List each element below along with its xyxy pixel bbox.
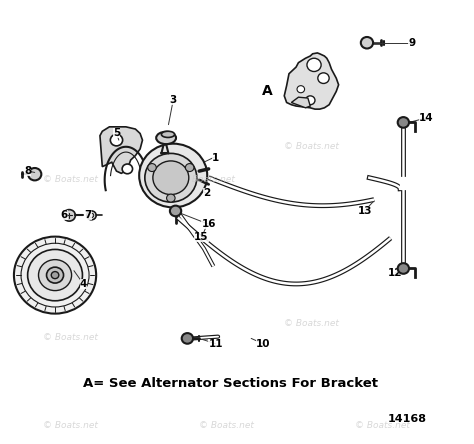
Text: © Boats.net: © Boats.net <box>180 175 235 184</box>
Text: A= See Alternator Sections For Bracket: A= See Alternator Sections For Bracket <box>83 377 378 390</box>
Text: 1: 1 <box>212 153 219 163</box>
Text: 14: 14 <box>419 113 433 123</box>
Text: © Boats.net: © Boats.net <box>284 319 339 328</box>
Text: 16: 16 <box>201 219 216 229</box>
Circle shape <box>306 96 315 105</box>
Circle shape <box>51 272 59 279</box>
Text: 11: 11 <box>209 339 223 349</box>
Text: 7: 7 <box>84 210 92 220</box>
Polygon shape <box>284 53 338 109</box>
Text: 10: 10 <box>256 339 270 349</box>
Circle shape <box>318 73 329 83</box>
Circle shape <box>398 263 409 274</box>
Text: 2: 2 <box>203 188 210 198</box>
Text: © Boats.net: © Boats.net <box>43 333 98 341</box>
Text: 9: 9 <box>408 38 415 48</box>
Circle shape <box>182 333 193 344</box>
Circle shape <box>28 168 41 180</box>
Circle shape <box>145 153 197 202</box>
Circle shape <box>63 210 75 221</box>
Circle shape <box>398 117 409 128</box>
Ellipse shape <box>156 132 176 144</box>
Text: © Boats.net: © Boats.net <box>199 421 254 430</box>
Circle shape <box>166 194 175 202</box>
Polygon shape <box>100 127 143 173</box>
Circle shape <box>297 86 305 93</box>
Polygon shape <box>292 97 310 108</box>
Text: 3: 3 <box>170 95 177 105</box>
Text: © Boats.net: © Boats.net <box>43 175 98 184</box>
Circle shape <box>27 250 82 301</box>
Text: 13: 13 <box>357 206 372 216</box>
Text: A: A <box>262 84 273 99</box>
Text: 6: 6 <box>61 210 68 220</box>
Circle shape <box>38 260 72 291</box>
Text: 4: 4 <box>80 279 87 289</box>
Text: 8: 8 <box>24 166 31 176</box>
Ellipse shape <box>161 131 174 138</box>
Text: © Boats.net: © Boats.net <box>284 142 339 151</box>
Circle shape <box>170 206 181 216</box>
Text: 12: 12 <box>388 268 402 278</box>
Circle shape <box>307 58 321 71</box>
Text: © Boats.net: © Boats.net <box>43 421 98 430</box>
Circle shape <box>14 237 96 313</box>
Circle shape <box>110 135 123 146</box>
Circle shape <box>46 267 64 283</box>
Text: © Boats.net: © Boats.net <box>355 421 410 430</box>
Circle shape <box>87 211 96 220</box>
Circle shape <box>89 213 94 218</box>
Text: 5: 5 <box>113 128 120 139</box>
Text: 14168: 14168 <box>388 414 427 424</box>
Circle shape <box>139 144 207 207</box>
Text: 15: 15 <box>194 233 209 242</box>
Circle shape <box>148 163 156 171</box>
Circle shape <box>361 37 373 48</box>
Circle shape <box>185 163 194 171</box>
Circle shape <box>153 161 189 194</box>
Circle shape <box>122 164 133 174</box>
